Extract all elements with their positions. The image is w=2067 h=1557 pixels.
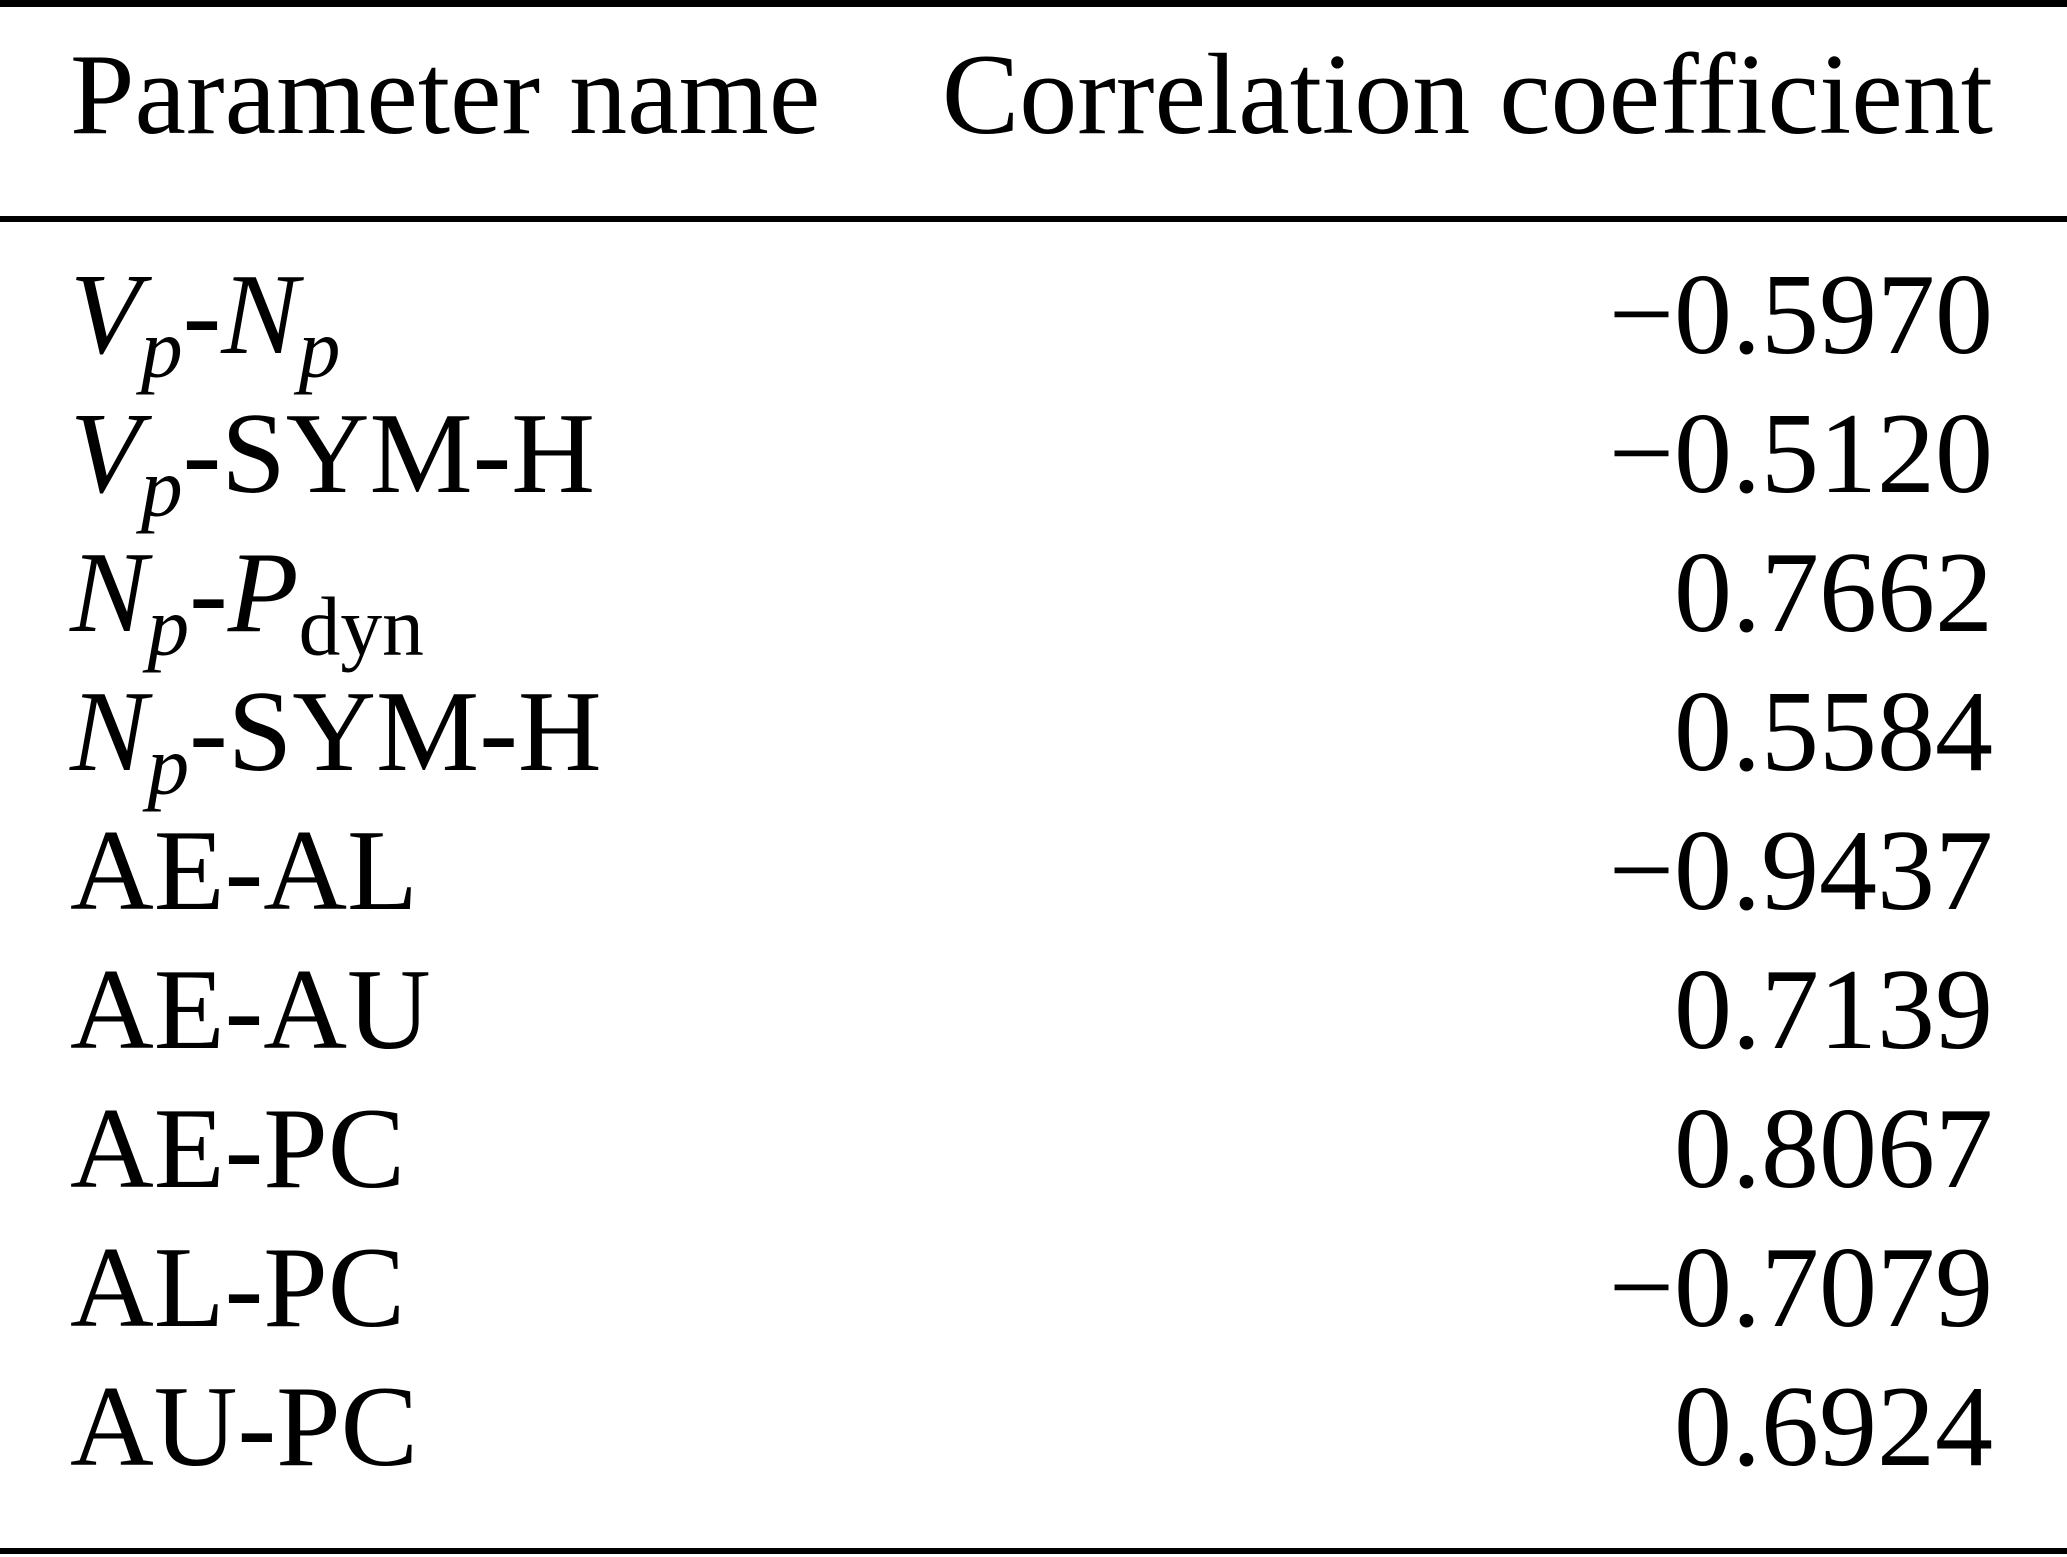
correlation-value-cell: −0.5120 — [1608, 390, 1993, 518]
name-segment: - — [189, 529, 228, 657]
table-row: Vp-SYM-H −0.5120 — [0, 385, 2067, 530]
name-segment: p — [147, 720, 190, 813]
column-header-correlation-coefficient: Correlation coefficient — [941, 31, 1993, 159]
parameter-name-cell: Vp-SYM-H — [0, 385, 872, 530]
correlation-value-cell: 0.8067 — [1674, 1085, 1993, 1213]
name-segment: AE-PC — [70, 1085, 406, 1213]
parameter-name-cell: AL-PC — [0, 1219, 872, 1358]
correlation-value-cell: 0.7139 — [1674, 946, 1993, 1074]
parameter-name-cell: Np-SYM-H — [0, 663, 872, 808]
parameter-name-cell: AU-PC — [0, 1358, 872, 1551]
table-row: Vp-Np −0.5970 — [0, 219, 2067, 391]
name-segment: p — [298, 303, 341, 396]
table-row: AE-PC 0.8067 — [0, 1080, 2067, 1219]
name-segment: p — [140, 442, 183, 535]
name-segment: AE-AU — [70, 946, 431, 1074]
name-segment: N — [221, 251, 299, 379]
table-row: AL-PC −0.7079 — [0, 1219, 2067, 1358]
name-segment: AU-PC — [70, 1363, 419, 1491]
name-segment: V — [70, 390, 141, 518]
parameter-name-cell: AE-PC — [0, 1080, 872, 1219]
table-row: AU-PC 0.6924 — [0, 1358, 2067, 1551]
correlation-value-cell: −0.9437 — [1608, 807, 1993, 935]
correlation-value-cell: 0.6924 — [1674, 1363, 1993, 1491]
name-segment: p — [147, 581, 190, 674]
name-segment: AL-PC — [70, 1224, 406, 1352]
correlation-value-cell: −0.5970 — [1608, 251, 1993, 379]
name-segment: V — [70, 251, 141, 379]
name-segment: -SYM-H — [189, 668, 602, 796]
parameter-name-cell: AE-AL — [0, 802, 872, 941]
table-row: AE-AL −0.9437 — [0, 802, 2067, 941]
parameter-name-cell: AE-AU — [0, 941, 872, 1080]
correlation-value-cell: 0.5584 — [1674, 668, 1993, 796]
table-row: Np-SYM-H 0.5584 — [0, 663, 2067, 808]
name-segment: P — [227, 529, 299, 657]
name-segment: - — [182, 251, 222, 379]
parameter-name-cell: Np-Pdyn — [0, 524, 872, 669]
correlation-value-cell: 0.7662 — [1674, 529, 1993, 657]
table-row: Np-Pdyn 0.7662 — [0, 524, 2067, 669]
name-segment: dyn — [298, 581, 424, 674]
header-row: Parameter name Correlation coefficient — [0, 4, 2067, 219]
name-segment: p — [140, 303, 183, 396]
table-body: Vp-Np −0.5970 Vp-SYM-H −0.5120 Np-Pdyn 0… — [0, 219, 2067, 1551]
name-segment: N — [70, 529, 148, 657]
parameter-name-cell: Vp-Np — [0, 219, 872, 391]
column-header-parameter-name: Parameter name — [70, 31, 821, 159]
name-segment: AE-AL — [70, 807, 418, 935]
correlation-value-cell: −0.7079 — [1608, 1224, 1993, 1352]
name-segment: N — [70, 668, 148, 796]
table-header: Parameter name Correlation coefficient — [0, 4, 2067, 219]
name-segment: -SYM-H — [182, 390, 596, 518]
table-row: AE-AU 0.7139 — [0, 941, 2067, 1080]
